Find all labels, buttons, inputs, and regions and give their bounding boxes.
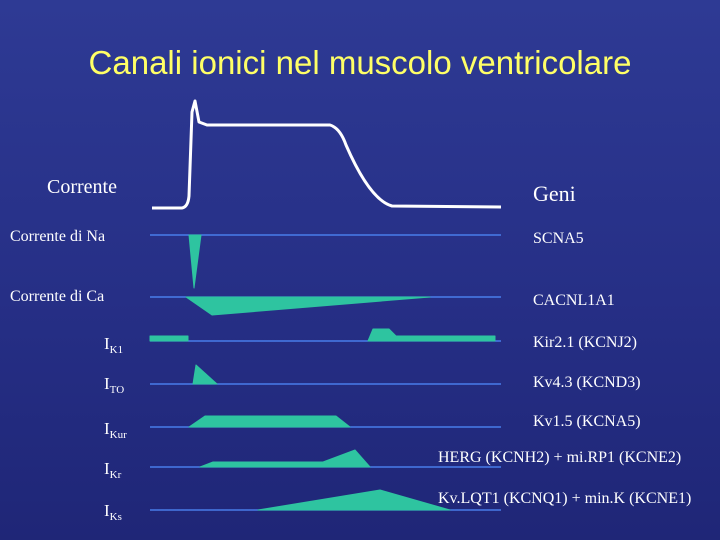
gene-column-header: Geni [533, 181, 576, 206]
ikr-current-shape [199, 449, 371, 468]
current-label-iks: IKs [104, 501, 122, 523]
page-title: Canali ionici nel muscolo ventricolare [88, 44, 632, 81]
gene-label-herg: HERG (KCNH2) + mi.RP1 (KCNE2) [438, 449, 682, 466]
ito-current-shape [192, 364, 218, 385]
action-potential-trace [152, 99, 502, 210]
na-current-shape [188, 234, 202, 289]
ik1-current-shape-early [149, 335, 189, 342]
current-column-header: Corrente [47, 176, 117, 198]
current-label-ca: Corrente di Ca [10, 288, 105, 305]
ik1-current-shape-late [367, 328, 496, 342]
current-label-ik1: IK1 [104, 334, 124, 356]
gene-label-kvlqt1: Kv.LQT1 (KCNQ1) + min.K (KCNE1) [438, 490, 692, 507]
gene-label-kv15: Kv1.5 (KCNA5) [533, 413, 641, 430]
gene-label-kir21: Kir2.1 (KCNJ2) [533, 334, 637, 351]
current-label-ikr: IKr [104, 459, 122, 481]
iks-current-shape [257, 489, 451, 511]
current-label-ikur: IKur [104, 419, 127, 441]
ikur-current-shape [188, 415, 351, 428]
current-label-na: Corrente di Na [10, 228, 106, 245]
ca-current-shape [185, 296, 431, 316]
gene-label-kv43: Kv4.3 (KCND3) [533, 374, 641, 391]
gene-label-scna5: SCNA5 [533, 230, 584, 247]
gene-label-cacnl1a1: CACNL1A1 [533, 292, 615, 309]
current-label-ito: ITO [104, 374, 125, 396]
